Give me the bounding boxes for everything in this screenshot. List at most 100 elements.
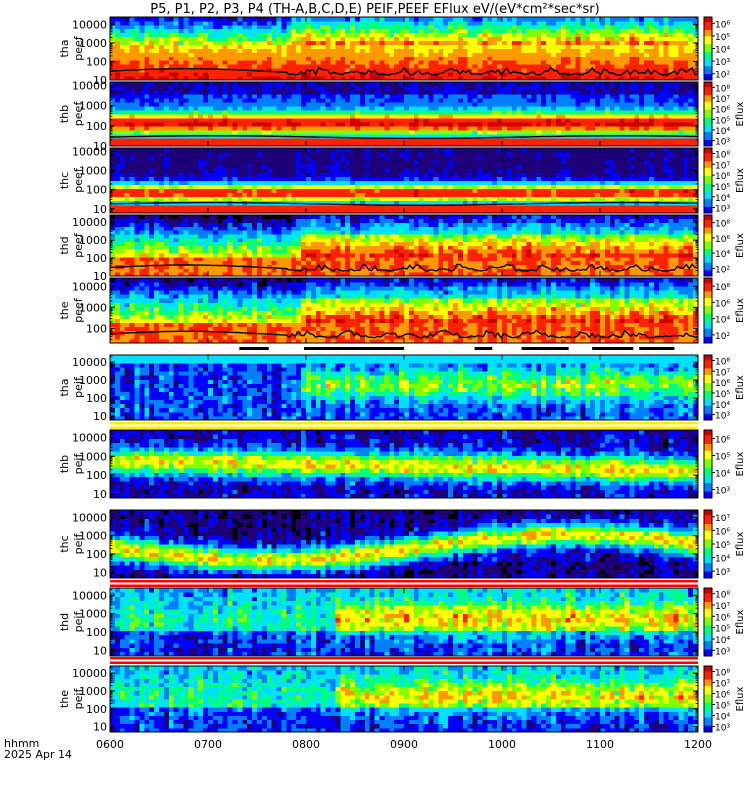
colorbar-label: Eflux (735, 233, 746, 258)
y-axis-label-probe: thb (58, 105, 71, 123)
x-tick-label: 0900 (390, 738, 418, 751)
y-axis-label-product: peef (72, 101, 85, 127)
colorbar-tick-label: 10⁷ (715, 514, 730, 524)
colorbar-tick-label: 10³ (715, 138, 730, 148)
colorbar-tick-label: 10⁴ (715, 316, 730, 326)
y-tick-label: 1000 (79, 37, 107, 50)
spectrogram-cells (110, 17, 699, 81)
colorbar-tick-label: 10⁷ (715, 95, 730, 105)
spectrogram-cells (110, 666, 699, 733)
y-tick-label: 100 (86, 392, 107, 405)
colorbar-tick-label: 10⁶ (715, 172, 730, 182)
colorbar-tick-label: 10⁶ (715, 613, 730, 623)
colorbar-tick-label: 10⁶ (715, 20, 730, 30)
colorbar-tick-label: 10² (715, 332, 730, 342)
y-axis-label-product: peef (72, 232, 85, 258)
x-tick-label: 0700 (194, 738, 222, 751)
trace-line (110, 135, 698, 139)
colorbar-tick-label: 10⁵ (715, 116, 730, 126)
y-tick-label: 1000 (79, 608, 107, 621)
spectrogram-cells (110, 355, 699, 421)
colorbar: 10² 10⁴ 10⁶ 10⁸ Eflux (703, 214, 746, 277)
trace-line (109, 66, 699, 77)
colorbar-label: Eflux (735, 531, 746, 556)
colorbar-tick-label: 10² (715, 71, 730, 81)
colorbar-frame (703, 354, 713, 421)
y-axis-label-product: peef (72, 167, 85, 193)
colorbar-label: Eflux (735, 686, 746, 711)
y-tick-label: 100 (86, 703, 107, 716)
y-axis-label-product: peef (72, 297, 85, 323)
y-tick-label: 1000 (79, 530, 107, 543)
y-tick-label: 10000 (72, 667, 107, 680)
status-strip-segment (639, 347, 675, 350)
y-tick-label: 1000 (79, 685, 107, 698)
y-axis-label-product: peif (72, 533, 85, 555)
colorbar-frame (703, 81, 713, 147)
colorbar-tick-label: 10⁵ (715, 541, 730, 551)
colorbar-tick-label: 10³ (715, 647, 730, 657)
y-tick-label: 100 (86, 322, 107, 335)
colorbar-tick-label: 10⁸ (715, 84, 730, 94)
y-tick-label: 10 (93, 270, 107, 283)
colorbar-tick-label: 10⁵ (715, 33, 730, 43)
colorbar-tick-label: 10⁵ (715, 625, 730, 635)
colorbar: 10³ 10⁴ 10⁵ 10⁶ Eflux (703, 429, 746, 499)
y-tick-label: 10000 (72, 589, 107, 602)
colorbar-tick-label: 10⁶ (715, 527, 730, 537)
y-tick-label: 100 (86, 55, 107, 68)
y-tick-label: 100 (86, 184, 107, 197)
y-tick-label: 10 (93, 140, 107, 153)
colorbar-tick-label: 10⁸ (715, 669, 730, 679)
colorbar-tick-label: 10⁶ (715, 691, 730, 701)
y-tick-label: 1000 (79, 234, 107, 247)
y-axis-label-product: peif (72, 688, 85, 710)
y-axis-label-product: peif (72, 611, 85, 633)
colorbar-tick-label: 10⁴ (715, 636, 730, 646)
colorbar: 10² 10⁴ 10⁶ 10⁸ Eflux (703, 277, 746, 344)
colorbar-tick-label: 10⁷ (715, 602, 730, 612)
colorbar-tick-label: 10⁸ (715, 220, 730, 230)
colorbar-tick-label: 10⁴ (715, 250, 730, 260)
colorbar-tick-label: 10⁷ (715, 368, 730, 378)
y-tick-label: 10 (93, 488, 107, 501)
x-tick-label: 1200 (684, 738, 712, 751)
y-axis-label-probe: tha (58, 378, 71, 396)
y-tick-label: 100 (86, 548, 107, 561)
y-axis-label-probe: tha (58, 39, 71, 57)
trace-line (109, 263, 698, 272)
colorbar-tick-label: 10⁶ (715, 235, 730, 245)
y-tick-label: 1000 (79, 301, 107, 314)
y-tick-label: 1000 (79, 450, 107, 463)
colorbar-label: Eflux (735, 101, 746, 126)
colorbar-tick-label: 10³ (715, 412, 730, 422)
x-axis-label-date: 2025 Apr 14 (4, 748, 72, 761)
colorbar-tick-label: 10⁴ (715, 127, 730, 137)
x-tick-label: 1000 (488, 738, 516, 751)
y-tick-label: 1000 (79, 374, 107, 387)
trace-line (109, 329, 699, 339)
colorbar-frame (703, 277, 713, 344)
y-tick-label: 10000 (72, 431, 107, 444)
colorbar-tick-label: 10³ (715, 58, 730, 68)
colorbar-frame (703, 429, 713, 499)
x-tick-label: 0800 (292, 738, 320, 751)
colorbar-frame (703, 587, 713, 657)
colorbar-tick-label: 10⁶ (715, 106, 730, 116)
colorbar-label: Eflux (735, 609, 746, 634)
y-axis-label-probe: the (58, 690, 71, 708)
y-tick-label: 10000 (72, 80, 107, 93)
colorbar-label: Eflux (735, 451, 746, 476)
colorbar-tick-label: 10⁴ (715, 555, 730, 565)
colorbar-tick-label: 10³ (715, 568, 730, 578)
colorbar-tick-label: 10⁸ (715, 591, 730, 601)
y-axis-label-product: peif (72, 453, 85, 475)
status-strip-segment (239, 347, 269, 350)
y-axis-label-probe: thb (58, 455, 71, 473)
spectrogram-cells (110, 278, 699, 344)
